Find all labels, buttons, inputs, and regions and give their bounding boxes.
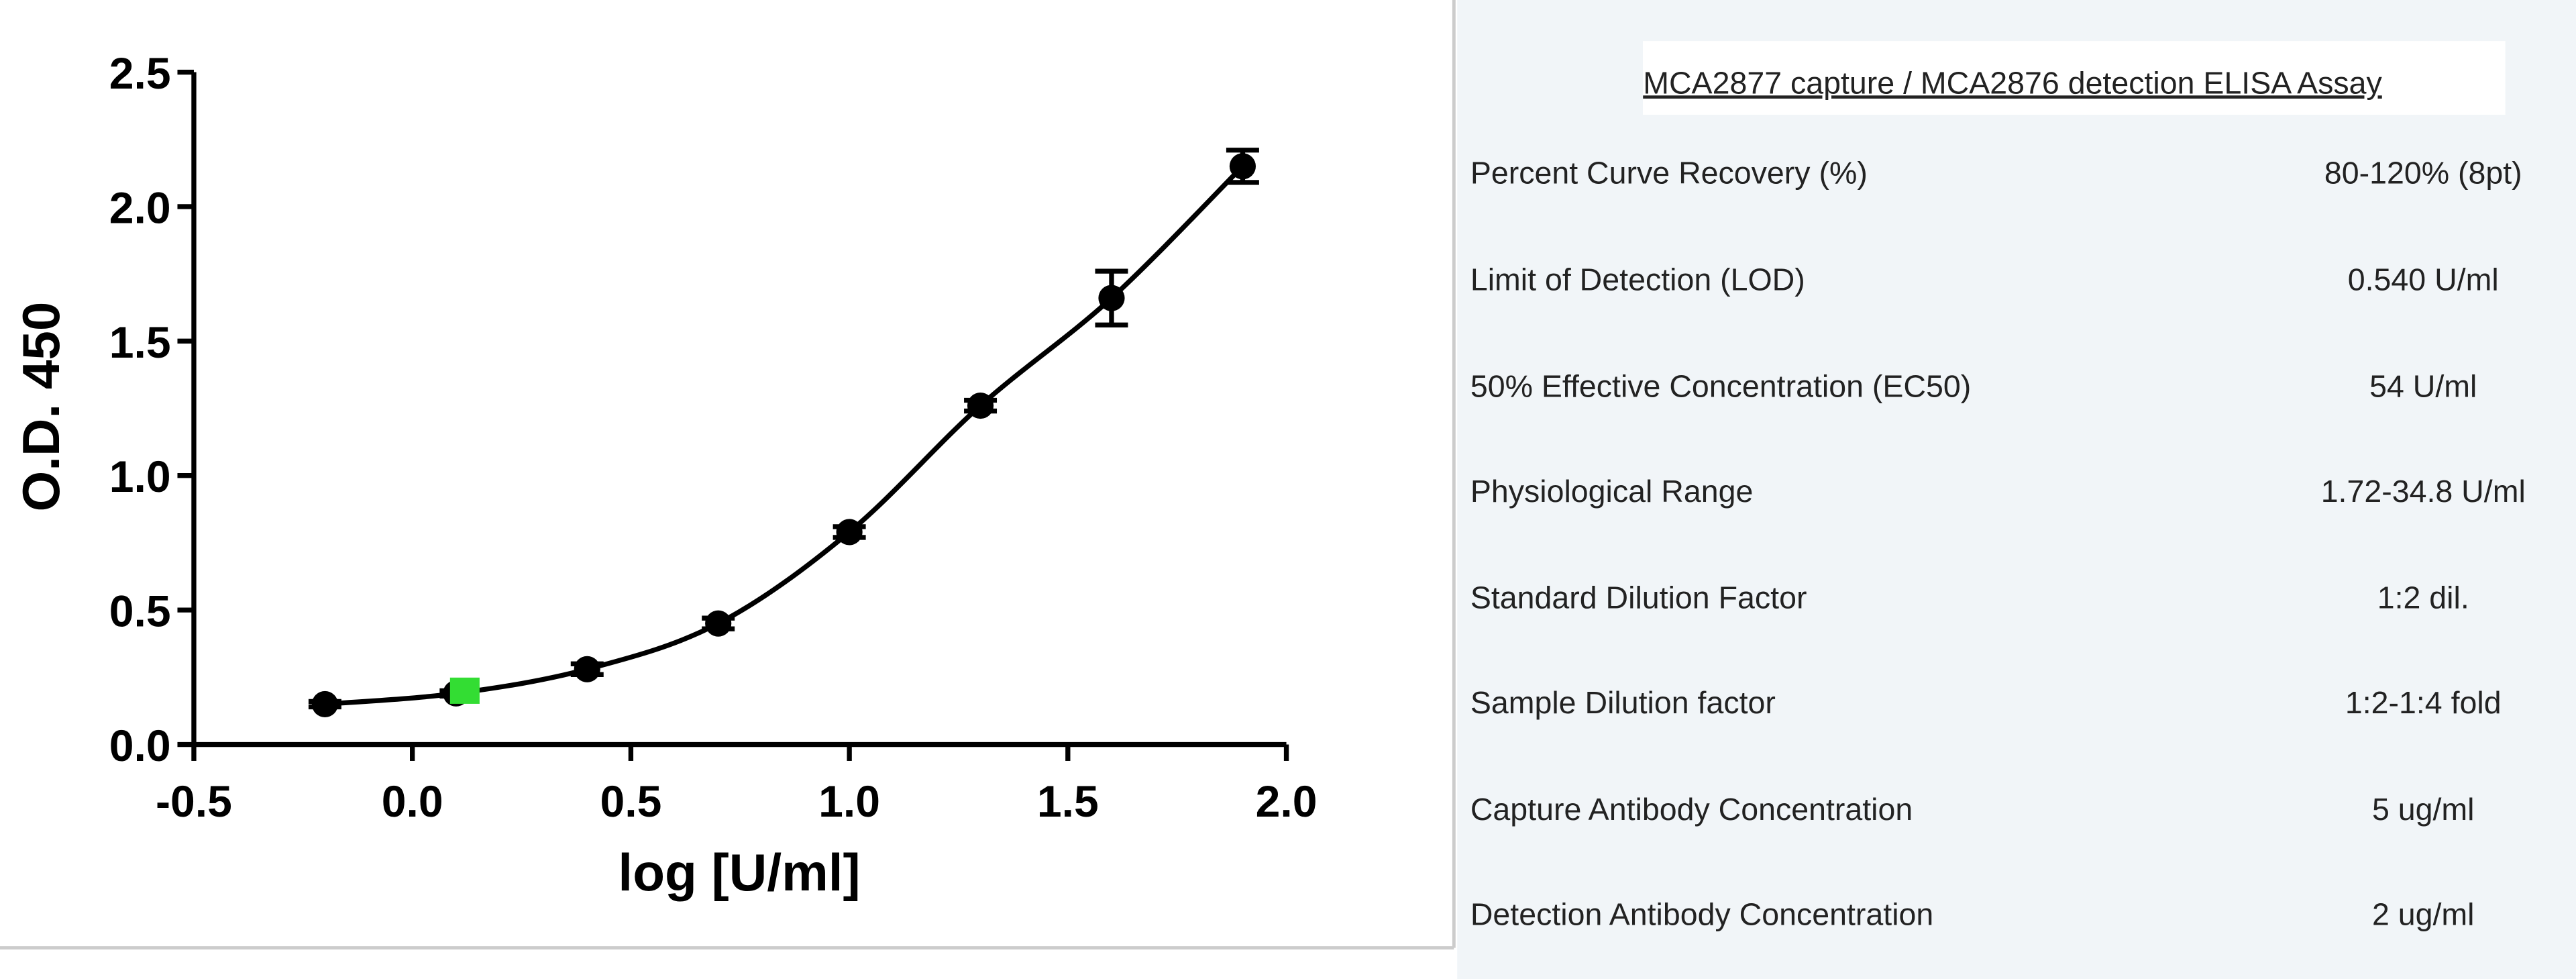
row-label: Limit of Detection (LOD)	[1470, 262, 1805, 297]
y-tick-label: 2.5	[109, 48, 171, 98]
x-tick-label: -0.5	[156, 776, 232, 826]
x-tick-label: 0.0	[382, 776, 443, 826]
table-panel	[1457, 0, 2576, 979]
x-tick-label: 1.5	[1037, 776, 1099, 826]
point	[1098, 285, 1125, 311]
row-value: 0.540 U/ml	[2348, 262, 2499, 297]
row-label: Capture Antibody Concentration	[1470, 792, 1913, 827]
row-value: 2 ug/ml	[2372, 896, 2475, 931]
row-value: 80-120% (8pt)	[2324, 156, 2522, 191]
y-tick-label: 1.0	[109, 452, 171, 501]
point	[574, 656, 600, 682]
row-value: 54 U/ml	[2369, 368, 2477, 403]
row-label: Percent Curve Recovery (%)	[1470, 156, 1868, 191]
point	[449, 677, 480, 704]
x-tick-label: 1.0	[818, 776, 880, 826]
table-title-box	[1642, 41, 2506, 115]
chart: log [U/ml] O.D. 450 -0.5 0.0 0.5 1.0 1.5 2.0 0…	[11, 48, 1317, 902]
y-tick-label: 2.0	[109, 183, 171, 232]
row-value: 5 ug/ml	[2372, 792, 2475, 827]
point	[836, 519, 863, 546]
y-tick-label: 0.5	[109, 586, 171, 636]
y-tick-label: 0.0	[109, 721, 171, 770]
x-tick-label: 2.0	[1256, 776, 1318, 826]
x-axis-title: log [U/ml]	[618, 843, 860, 902]
point	[705, 610, 732, 637]
row-label: 50% Effective Concentration (EC50)	[1470, 368, 1971, 403]
row-label: Detection Antibody Concentration	[1470, 896, 1933, 931]
row-value: 1:2 dil.	[2377, 580, 2469, 615]
point	[311, 690, 338, 717]
row-value: 1:2-1:4 fold	[2345, 685, 2502, 720]
x-tick-label: 0.5	[600, 776, 661, 826]
row-label: Standard Dilution Factor	[1470, 580, 1807, 615]
y-tick-label: 1.5	[109, 317, 171, 367]
point	[967, 392, 994, 419]
table: Percent Curve Recovery (%) 80-120% (8pt) L…	[1470, 156, 2526, 932]
row-label: Physiological Range	[1470, 474, 1754, 509]
y-axis-title: O.D. 450	[11, 302, 70, 512]
table-title: MCA2877 capture / MCA2876 detection ELIS…	[1643, 65, 2382, 100]
point	[1229, 153, 1256, 180]
row-label: Sample Dilution factor	[1470, 685, 1776, 720]
row-value: 1.72-34.8 U/ml	[2321, 474, 2526, 509]
